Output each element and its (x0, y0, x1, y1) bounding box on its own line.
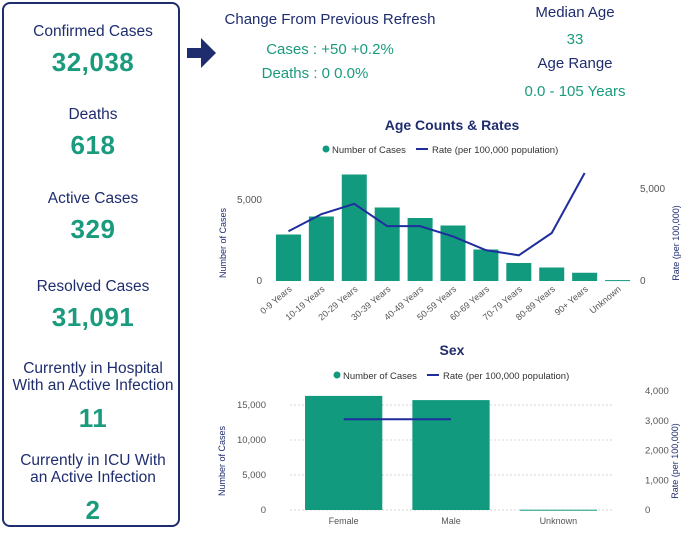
age-range-value: 0.0 - 105 Years (524, 83, 626, 100)
y2-tick-label: 2,000 (645, 446, 669, 457)
y2-tick-label: 3,000 (645, 416, 669, 427)
rate-line[interactable] (287, 172, 586, 257)
y-tick-label: 15,000 (237, 400, 266, 411)
y-tick-label: 0 (261, 505, 266, 516)
chart-bar[interactable] (539, 267, 565, 282)
stat-active: Active Cases 329 (4, 190, 182, 245)
median-age-label: Median Age (535, 4, 615, 21)
x-tick-label: Female (329, 516, 359, 526)
y-tick-label: 5,000 (237, 195, 262, 206)
stat-label: Resolved Cases (36, 278, 150, 295)
stat-deaths: Deaths 618 (4, 106, 182, 161)
legend-entry: Number of Cases (332, 145, 406, 156)
stat-label: Deaths (68, 106, 118, 123)
y2-tick-label: 5,000 (640, 184, 665, 195)
age-range-label: Age Range (537, 55, 613, 72)
chart-bar[interactable] (412, 400, 490, 510)
change-title: Change From Previous Refresh (224, 11, 436, 28)
stat-value: 2 (85, 495, 101, 525)
chart-title: Sex (440, 342, 465, 358)
legend-entry: Rate (per 100,000 population) (443, 371, 569, 382)
chart-bar[interactable] (308, 216, 334, 282)
summary-card: Confirmed Cases 32,038 Deaths 618 Active… (2, 2, 180, 527)
median-age-value: 33 (566, 31, 584, 48)
chart-bar[interactable] (407, 218, 433, 281)
x-tick-label: Male (441, 516, 461, 526)
legend-entry: Number of Cases (343, 371, 417, 382)
chart-bar[interactable] (506, 263, 532, 281)
y-tick-label: 5,000 (242, 470, 266, 481)
y-axis-label: Number of Cases (218, 207, 228, 278)
chart-bar[interactable] (572, 272, 598, 281)
y2-tick-label: 1,000 (645, 475, 669, 486)
stat-icu: Currently in ICU With an Active Infectio… (12, 452, 174, 526)
sex-chart: Sex Number of Cases Rate (per 100,000 po… (217, 342, 680, 526)
change-deaths: Deaths : 0 0.0% (261, 65, 369, 82)
stat-resolved: Resolved Cases 31,091 (4, 278, 182, 333)
x-tick-label: Unknown (588, 284, 623, 316)
chart-bar[interactable] (473, 249, 499, 282)
legend-dot-icon (322, 145, 330, 153)
stat-value: 329 (70, 214, 116, 244)
change-cases: Cases : +50 +0.2% (266, 41, 394, 58)
y2-axis-label: Rate (per 100,000) (670, 423, 680, 499)
chart-bar[interactable] (341, 174, 367, 282)
age-chart: Age Counts & Rates Number of Cases Rate … (218, 117, 681, 322)
stat-confirmed: Confirmed Cases 32,038 (4, 23, 182, 78)
chart-bar[interactable] (605, 280, 631, 282)
stat-value: 618 (70, 130, 116, 160)
stat-label: Active Cases (47, 190, 139, 207)
y-tick-label: 10,000 (237, 435, 266, 446)
y-axis-label: Number of Cases (217, 425, 227, 496)
chart-title: Age Counts & Rates (385, 117, 520, 133)
y2-tick-label: 0 (640, 276, 646, 287)
legend-entry: Rate (per 100,000 population) (432, 145, 558, 156)
stat-hospital: Currently in Hospital With an Active Inf… (10, 360, 176, 434)
x-tick-label: 90+ Years (553, 284, 591, 318)
y2-tick-label: 4,000 (645, 386, 669, 397)
stat-value: 11 (78, 403, 108, 433)
stat-label: Currently in Hospital With an Active Inf… (12, 360, 174, 394)
y-tick-label: 0 (256, 276, 262, 287)
x-tick-label: Unknown (540, 516, 578, 526)
y2-tick-label: 0 (645, 505, 650, 516)
stat-value: 32,038 (51, 47, 135, 77)
legend-dot-icon (333, 371, 341, 379)
stat-label: Currently in ICU With an Active Infectio… (20, 452, 166, 486)
y2-axis-label: Rate (per 100,000) (671, 205, 681, 281)
chart-bar[interactable] (374, 207, 400, 282)
chart-bar[interactable] (275, 234, 301, 282)
chart-legend: Number of Cases Rate (per 100,000 popula… (333, 371, 569, 382)
chart-bar[interactable] (305, 395, 383, 510)
arrow-right-icon (187, 38, 216, 68)
stat-label: Confirmed Cases (33, 23, 153, 40)
chart-bar[interactable] (519, 509, 597, 511)
chart-legend: Number of Cases Rate (per 100,000 popula… (322, 145, 558, 156)
stat-value: 31,091 (51, 302, 135, 332)
